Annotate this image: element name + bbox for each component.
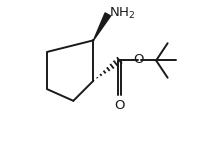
- Text: O: O: [114, 99, 125, 112]
- Polygon shape: [93, 13, 111, 40]
- Text: O: O: [133, 53, 143, 66]
- Text: NH$_2$: NH$_2$: [109, 6, 136, 21]
